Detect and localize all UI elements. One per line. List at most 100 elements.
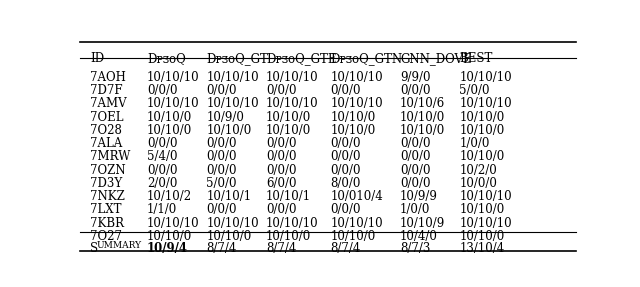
Text: 0/0/0: 0/0/0 — [400, 164, 431, 177]
Text: 10/10/0: 10/10/0 — [266, 230, 311, 243]
Text: 0/0/0: 0/0/0 — [330, 150, 361, 164]
Text: 8/7/3: 8/7/3 — [400, 242, 430, 255]
Text: 10/10/10: 10/10/10 — [266, 71, 319, 84]
Text: 10/9/0: 10/9/0 — [207, 111, 244, 124]
Text: 10/10/10: 10/10/10 — [266, 97, 319, 110]
Text: 10/10/0: 10/10/0 — [460, 150, 505, 164]
Text: 7NKZ: 7NKZ — [90, 190, 125, 203]
Text: 7ALA: 7ALA — [90, 137, 122, 150]
Text: 10/10/0: 10/10/0 — [330, 230, 376, 243]
Text: 0/0/0: 0/0/0 — [266, 137, 296, 150]
Text: ID: ID — [90, 52, 104, 65]
Text: UMMARY: UMMARY — [97, 241, 141, 250]
Text: 7AOH: 7AOH — [90, 71, 126, 84]
Text: 13/10/4: 13/10/4 — [460, 242, 505, 255]
Text: 8/7/4: 8/7/4 — [266, 242, 296, 255]
Text: 10/10/0: 10/10/0 — [147, 111, 192, 124]
Text: 10/10/0: 10/10/0 — [207, 124, 252, 137]
Text: 5/0/0: 5/0/0 — [207, 177, 237, 190]
Text: 10/10/10: 10/10/10 — [460, 190, 512, 203]
Text: 10/10/10: 10/10/10 — [207, 217, 259, 230]
Text: 9/9/0: 9/9/0 — [400, 71, 431, 84]
Text: 10/10/0: 10/10/0 — [266, 111, 311, 124]
Text: 10/10/10: 10/10/10 — [266, 217, 319, 230]
Text: 10/10/10: 10/10/10 — [147, 97, 200, 110]
Text: 10/10/0: 10/10/0 — [147, 230, 192, 243]
Text: 10/10/0: 10/10/0 — [400, 111, 445, 124]
Text: DᴘᴣᴏQ_GT: DᴘᴣᴏQ_GT — [207, 52, 268, 65]
Text: 0/0/0: 0/0/0 — [207, 150, 237, 164]
Text: 10/10/10: 10/10/10 — [330, 71, 383, 84]
Text: 0/0/0: 0/0/0 — [207, 164, 237, 177]
Text: 1/1/0: 1/1/0 — [147, 203, 177, 216]
Text: 0/0/0: 0/0/0 — [266, 150, 296, 164]
Text: 10/10/0: 10/10/0 — [460, 124, 505, 137]
Text: 6/0/0: 6/0/0 — [266, 177, 296, 190]
Text: 10/10/0: 10/10/0 — [460, 230, 505, 243]
Text: 0/0/0: 0/0/0 — [147, 164, 177, 177]
Text: 10/10/9: 10/10/9 — [400, 217, 445, 230]
Text: 10/10/0: 10/10/0 — [207, 230, 252, 243]
Text: 10/10/0: 10/10/0 — [460, 203, 505, 216]
Text: 10/10/0: 10/10/0 — [460, 111, 505, 124]
Text: 0/0/0: 0/0/0 — [147, 137, 177, 150]
Text: 10/10/10: 10/10/10 — [460, 97, 512, 110]
Text: 10/10/10: 10/10/10 — [460, 217, 512, 230]
Text: 10/10/0: 10/10/0 — [400, 124, 445, 137]
Text: 10/10/0: 10/10/0 — [266, 124, 311, 137]
Text: 10/10/10: 10/10/10 — [460, 71, 512, 84]
Text: 10/10/0: 10/10/0 — [330, 124, 376, 137]
Text: 10/10/10: 10/10/10 — [207, 97, 259, 110]
Text: 2/0/0: 2/0/0 — [147, 177, 177, 190]
Text: DᴘᴣᴏQ_GTE: DᴘᴣᴏQ_GTE — [266, 52, 337, 65]
Text: 7O28: 7O28 — [90, 124, 122, 137]
Text: DᴘᴣᴏQ_GTN: DᴘᴣᴏQ_GTN — [330, 52, 403, 65]
Text: 0/0/0: 0/0/0 — [330, 84, 361, 97]
Text: 0/0/0: 0/0/0 — [266, 164, 296, 177]
Text: 0/0/0: 0/0/0 — [400, 84, 431, 97]
Text: 10/010/4: 10/010/4 — [330, 190, 383, 203]
Text: 10/10/0: 10/10/0 — [330, 111, 376, 124]
Text: 7OEL: 7OEL — [90, 111, 124, 124]
Text: 7OZN: 7OZN — [90, 164, 125, 177]
Text: 10/10/0: 10/10/0 — [147, 124, 192, 137]
Text: DᴘᴣᴏQ: DᴘᴣᴏQ — [147, 52, 186, 65]
Text: 8/0/0: 8/0/0 — [330, 177, 361, 190]
Text: 5/0/0: 5/0/0 — [460, 84, 490, 97]
Text: 0/0/0: 0/0/0 — [207, 203, 237, 216]
Text: 10/10/10: 10/10/10 — [147, 71, 200, 84]
Text: 10/2/0: 10/2/0 — [460, 164, 497, 177]
Text: 10/10/1: 10/10/1 — [207, 190, 252, 203]
Text: 10/10/10: 10/10/10 — [147, 217, 200, 230]
Text: 5/4/0: 5/4/0 — [147, 150, 177, 164]
Text: BEST: BEST — [460, 52, 493, 65]
Text: 0/0/0: 0/0/0 — [207, 137, 237, 150]
Text: 10/9/4: 10/9/4 — [147, 242, 188, 255]
Text: 7AMV: 7AMV — [90, 97, 127, 110]
Text: 0/0/0: 0/0/0 — [266, 203, 296, 216]
Text: 10/9/9: 10/9/9 — [400, 190, 438, 203]
Text: 7D3Y: 7D3Y — [90, 177, 122, 190]
Text: 1/0/0: 1/0/0 — [400, 203, 430, 216]
Text: 10/10/10: 10/10/10 — [207, 71, 259, 84]
Text: 0/0/0: 0/0/0 — [266, 84, 296, 97]
Text: 0/0/0: 0/0/0 — [207, 84, 237, 97]
Text: GNN_DOVE: GNN_DOVE — [400, 52, 472, 65]
Text: 1/0/0: 1/0/0 — [460, 137, 490, 150]
Text: 0/0/0: 0/0/0 — [400, 177, 431, 190]
Text: 10/10/2: 10/10/2 — [147, 190, 192, 203]
Text: 7MRW: 7MRW — [90, 150, 131, 164]
Text: 7O27: 7O27 — [90, 230, 122, 243]
Text: 0/0/0: 0/0/0 — [330, 164, 361, 177]
Text: 10/4/0: 10/4/0 — [400, 230, 438, 243]
Text: 10/10/10: 10/10/10 — [330, 97, 383, 110]
Text: 8/7/4: 8/7/4 — [330, 242, 361, 255]
Text: 0/0/0: 0/0/0 — [147, 84, 177, 97]
Text: 0/0/0: 0/0/0 — [400, 137, 431, 150]
Text: S: S — [90, 242, 98, 255]
Text: 0/0/0: 0/0/0 — [400, 150, 431, 164]
Text: 0/0/0: 0/0/0 — [330, 203, 361, 216]
Text: 10/10/1: 10/10/1 — [266, 190, 311, 203]
Text: 7LXT: 7LXT — [90, 203, 122, 216]
Text: 8/7/4: 8/7/4 — [207, 242, 237, 255]
